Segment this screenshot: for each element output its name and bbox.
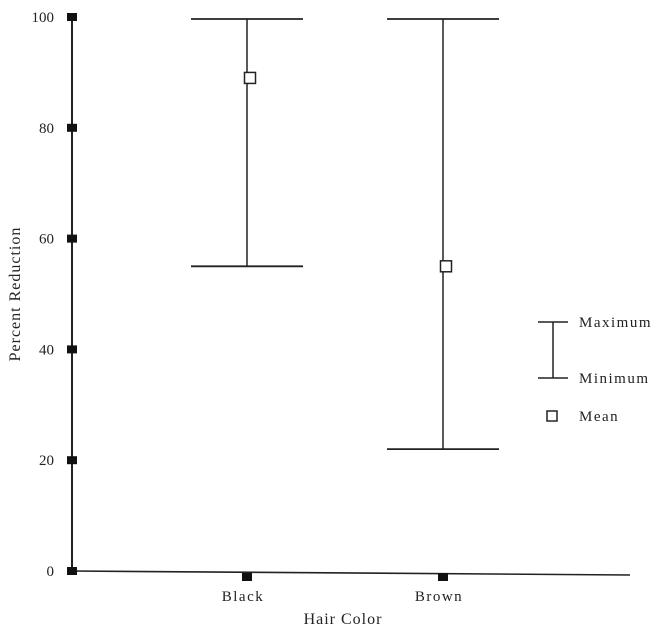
legend-mean-marker xyxy=(546,410,558,422)
legend-min-label: Minimum xyxy=(579,371,650,387)
x-tick-mark xyxy=(438,573,448,581)
legend-max-label: Maximum xyxy=(579,315,652,331)
y-axis-title: Percent Reduction xyxy=(7,227,24,362)
legend: Maximum Minimum Mean xyxy=(538,315,652,425)
axes xyxy=(71,17,631,576)
x-axis-title: Hair Color xyxy=(304,611,383,628)
mean-marker xyxy=(243,71,257,85)
y-tick-mark xyxy=(67,567,77,575)
x-tick-label: Black xyxy=(222,589,265,605)
y-tick-label: 40 xyxy=(39,342,54,358)
y-tick-mark xyxy=(67,123,77,132)
mean-markers xyxy=(243,71,453,273)
range-bars xyxy=(191,18,499,451)
y-tick-mark xyxy=(67,456,77,465)
y-tick-label: 100 xyxy=(32,10,55,26)
x-tick-mark xyxy=(242,573,252,581)
y-tick-label: 20 xyxy=(39,453,54,469)
y-tick-mark xyxy=(67,234,77,243)
mean-marker xyxy=(439,260,453,273)
y-tick-mark xyxy=(67,13,77,21)
y-tick-label: 80 xyxy=(39,121,54,137)
x-ticks: Black Brown xyxy=(222,573,463,605)
x-tick-label: Brown xyxy=(415,589,463,605)
y-tick-mark xyxy=(67,345,77,354)
x-axis-line xyxy=(71,570,631,576)
y-ticks: 0 20 40 60 80 100 xyxy=(32,10,77,580)
y-tick-label: 0 xyxy=(47,564,55,580)
y-tick-label: 60 xyxy=(39,232,54,248)
legend-mean-label: Mean xyxy=(579,409,619,425)
